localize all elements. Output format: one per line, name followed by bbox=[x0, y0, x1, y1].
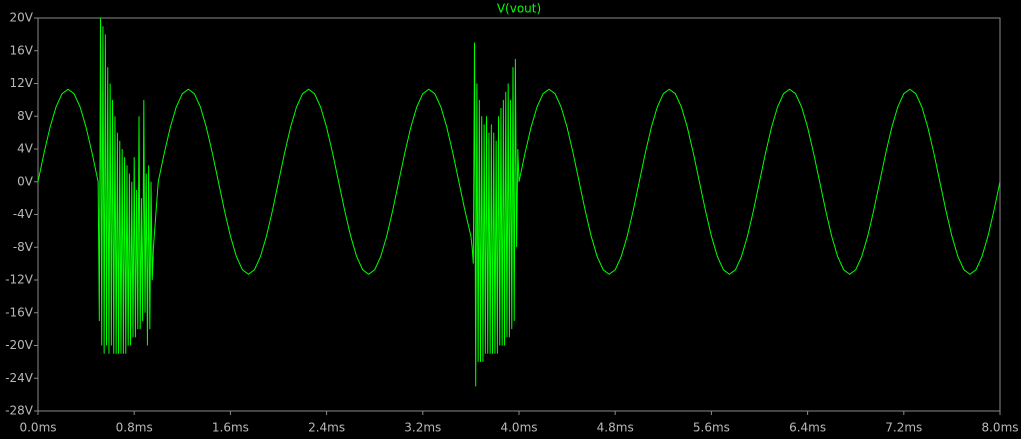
y-tick-label: 16V bbox=[10, 43, 34, 57]
x-tick-label: 5.6ms bbox=[693, 421, 730, 435]
y-tick-label: -4V bbox=[13, 207, 34, 221]
y-tick-label: -8V bbox=[13, 240, 34, 254]
x-tick-label: 6.4ms bbox=[789, 421, 826, 435]
x-tick-label: 8.0ms bbox=[981, 421, 1018, 435]
x-tick-label: 4.8ms bbox=[597, 421, 634, 435]
y-tick-label: 4V bbox=[17, 142, 34, 156]
x-tick-label: 1.6ms bbox=[212, 421, 249, 435]
x-tick-label: 2.4ms bbox=[308, 421, 345, 435]
legend-label: V(vout) bbox=[497, 2, 541, 16]
x-tick-label: 0.0ms bbox=[19, 421, 56, 435]
y-tick-label: 0V bbox=[17, 174, 34, 188]
y-tick-label: -28V bbox=[5, 404, 34, 418]
y-tick-label: -24V bbox=[5, 371, 34, 385]
y-tick-label: -16V bbox=[5, 305, 34, 319]
x-tick-label: 4.0ms bbox=[500, 421, 537, 435]
y-tick-label: 20V bbox=[10, 11, 34, 25]
y-tick-label: 8V bbox=[17, 109, 34, 123]
plot-frame bbox=[37, 17, 1001, 412]
y-tick-label: -12V bbox=[5, 273, 34, 287]
series-line bbox=[38, 18, 1000, 387]
x-tick-label: 3.2ms bbox=[404, 421, 441, 435]
y-tick-label: -20V bbox=[5, 338, 34, 352]
x-tick-label: 0.8ms bbox=[116, 421, 153, 435]
y-tick-label: 12V bbox=[10, 76, 34, 90]
x-tick-label: 7.2ms bbox=[885, 421, 922, 435]
